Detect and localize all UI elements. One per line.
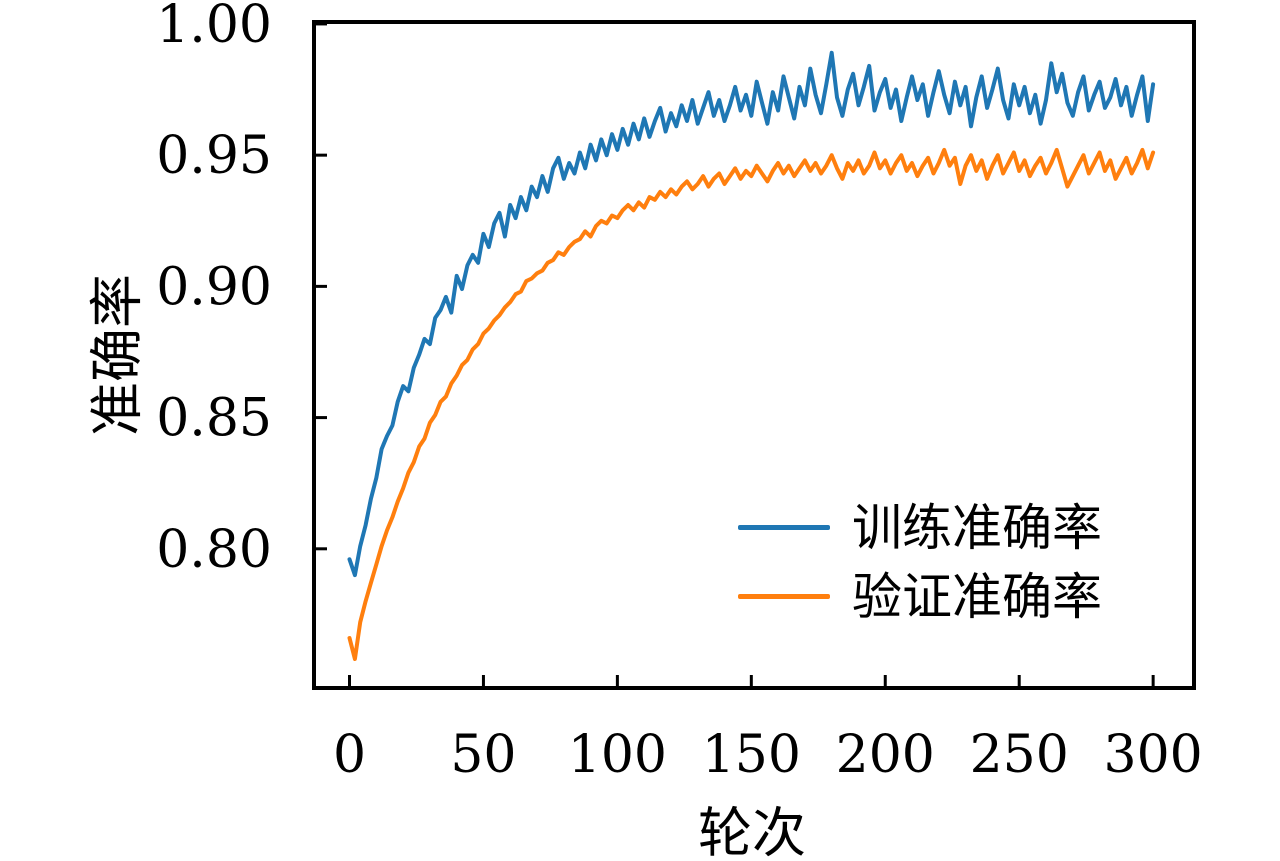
- legend-label-train: 训练准确率: [852, 498, 1102, 557]
- x-axis-label: 轮次: [698, 801, 806, 861]
- y-tick-label: 0.80: [156, 520, 272, 580]
- y-axis-label: 准确率: [85, 274, 149, 436]
- legend-item-val: 验证准确率: [738, 562, 1102, 631]
- legend-label-val: 验证准确率: [852, 567, 1102, 626]
- series-line-1: [347, 147, 1156, 661]
- series-line-0: [347, 50, 1156, 578]
- y-tick-label: 0.85: [156, 389, 272, 449]
- x-tick-label: 150: [702, 725, 801, 785]
- x-tick-label: 50: [450, 725, 516, 785]
- x-tick-label: 250: [970, 725, 1069, 785]
- legend-item-train: 训练准确率: [738, 493, 1102, 562]
- x-tick-label: 300: [1104, 725, 1203, 785]
- y-tick-label: 1.00: [156, 0, 272, 55]
- legend-line-val-icon: [738, 594, 830, 599]
- axes-spines: [312, 20, 1196, 690]
- legend-line-train-icon: [738, 525, 830, 530]
- x-tick-label: 100: [568, 725, 667, 785]
- y-tick-label: 0.95: [156, 126, 272, 186]
- x-tick-label: 0: [333, 725, 366, 785]
- y-tick-label: 0.90: [156, 257, 272, 317]
- legend: 训练准确率 验证准确率: [738, 493, 1102, 631]
- x-tick-label: 200: [836, 725, 935, 785]
